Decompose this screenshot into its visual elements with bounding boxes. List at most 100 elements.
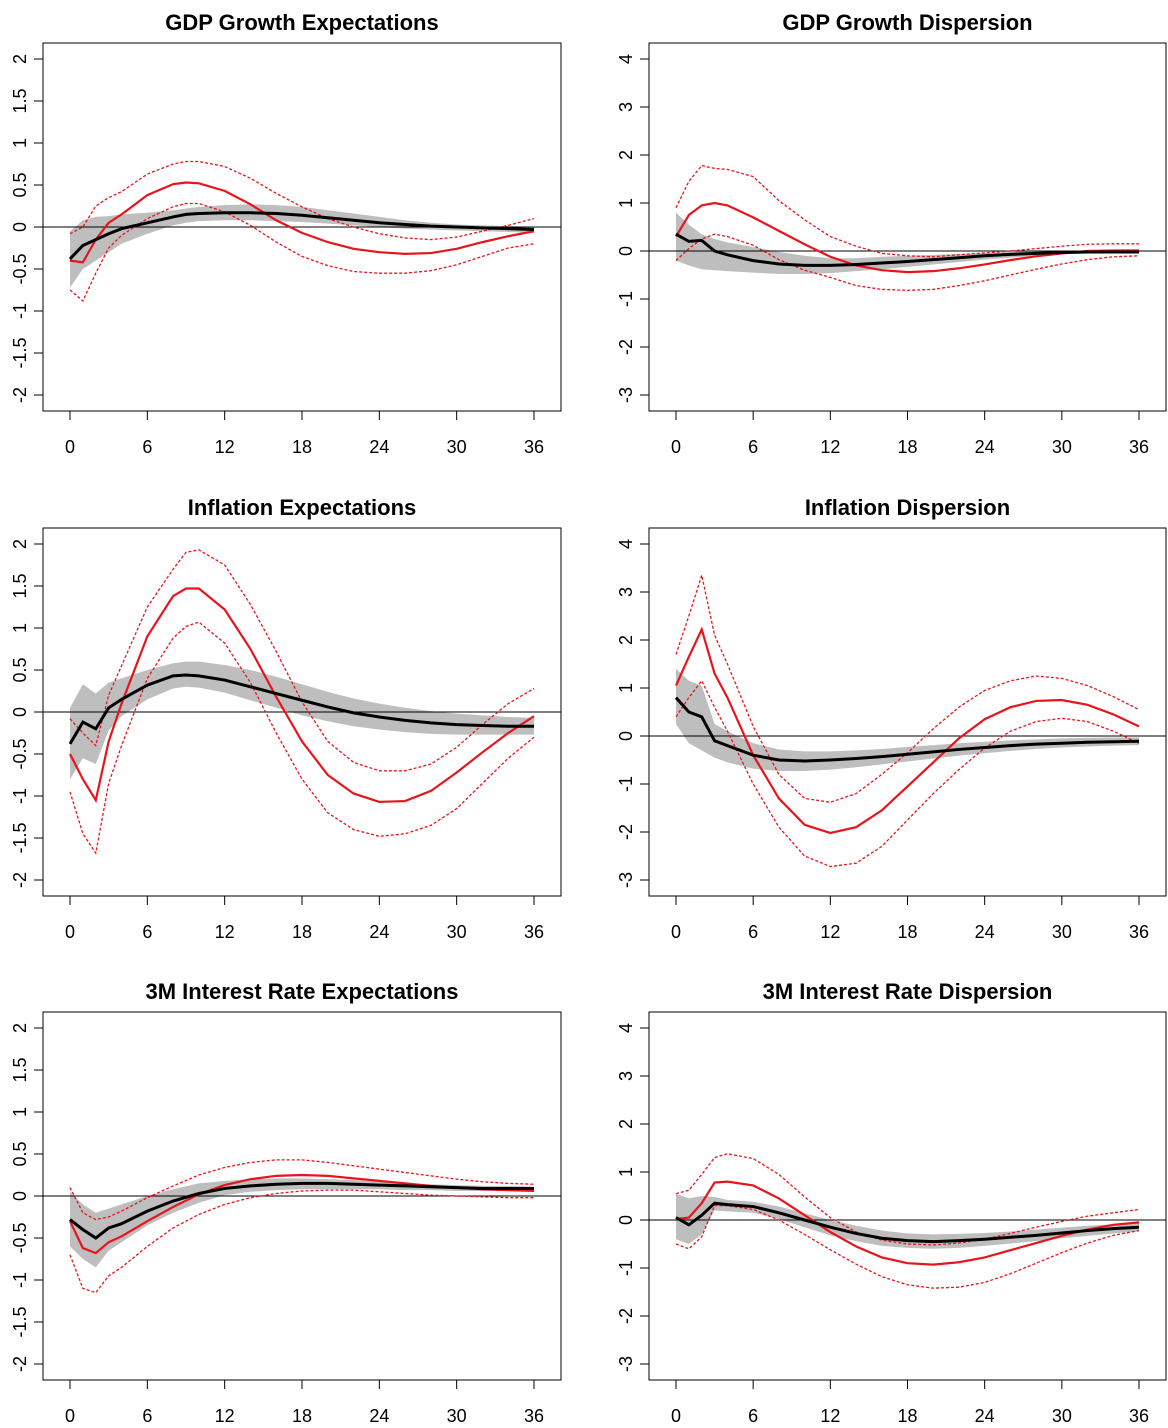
y-tick-label: 0.5 [10,1141,30,1166]
x-tick-label: 12 [820,1406,840,1426]
y-tick-label: -2 [10,872,30,888]
y-tick-label: -0.5 [10,253,30,284]
y-tick-label: -1.5 [10,337,30,368]
x-tick-label: 36 [524,437,544,457]
x-tick-label: 6 [142,437,152,457]
confidence-band-gray [70,1178,534,1268]
y-tick-label: -2 [10,387,30,403]
y-tick-label: 2 [10,54,30,64]
black-response-line [675,232,1139,267]
panel-title: GDP Growth Dispersion [782,10,1032,35]
red-band-lower [69,1189,534,1294]
plot-frame [648,1011,1167,1381]
x-tick-label: 6 [142,1406,152,1426]
y-tick-label: 0 [616,731,636,741]
plot-frame [648,42,1167,412]
x-tick-label: 36 [524,922,544,942]
x-tick-label: 24 [975,437,995,457]
y-tick-label: 4 [616,1023,636,1033]
black-response-line [674,696,1140,763]
y-tick-label: 1.5 [10,573,30,598]
x-tick-label: 0 [671,1406,681,1426]
y-tick-label: 1 [616,198,636,208]
panel-title: Inflation Dispersion [805,495,1010,520]
red-band-lower [675,1204,1140,1289]
y-tick-label: -1.5 [10,1306,30,1337]
x-tick-label: 36 [524,1406,544,1426]
x-tick-label: 24 [369,922,389,942]
y-tick-label: 2 [616,1119,636,1129]
panel-title: Inflation Expectations [188,495,417,520]
y-tick-label: -0.5 [10,738,30,769]
red-response-line [674,626,1140,835]
x-tick-label: 18 [897,922,917,942]
y-tick-label: -1.5 [10,822,30,853]
y-tick-label: -1 [616,776,636,792]
y-tick-label: -2 [616,339,636,355]
x-tick-label: 30 [447,1406,467,1426]
y-tick-label: -1 [616,291,636,307]
y-tick-label: 0 [10,222,30,232]
confidence-band-gray [676,212,1139,275]
panel-title: 3M Interest Rate Expectations [146,979,459,1004]
x-tick-label: 6 [748,922,758,942]
x-tick-label: 30 [1052,437,1072,457]
y-tick-label: 1.5 [10,1057,30,1082]
y-tick-label: -1 [616,1260,636,1276]
y-tick-label: 3 [616,1071,636,1081]
x-tick-label: 6 [142,922,152,942]
red-band-lower [675,679,1140,868]
x-tick-label: 6 [748,1406,758,1426]
y-tick-label: -3 [616,387,636,403]
black-response-line [675,1201,1140,1244]
y-tick-label: -3 [616,872,636,888]
red-band-upper [69,160,535,241]
y-tick-label: 2 [616,635,636,645]
y-tick-label: -0.5 [10,1222,30,1253]
x-tick-label: 12 [820,922,840,942]
x-tick-label: 30 [1052,1406,1072,1426]
x-tick-label: 12 [215,1406,235,1426]
black-response-line [68,211,535,260]
x-tick-label: 0 [671,437,681,457]
black-response-line [68,673,534,745]
x-tick-label: 30 [447,922,467,942]
y-tick-label: 1 [10,623,30,633]
x-tick-label: 36 [1129,922,1149,942]
y-tick-label: 4 [616,54,636,64]
panel-title: GDP Growth Expectations [165,10,438,35]
red-band-upper [69,549,535,772]
y-tick-label: 4 [616,539,636,549]
y-tick-label: 1.5 [10,88,30,113]
x-tick-label: 12 [820,437,840,457]
y-tick-label: 0 [10,1191,30,1201]
x-tick-label: 30 [447,437,467,457]
panel-title: 3M Interest Rate Dispersion [763,979,1053,1004]
x-tick-label: 6 [748,437,758,457]
red-band-upper [675,1153,1140,1246]
x-tick-label: 24 [975,922,995,942]
x-tick-label: 24 [369,1406,389,1426]
y-tick-label: -1 [10,788,30,804]
y-tick-label: 0.5 [10,657,30,682]
x-tick-label: 12 [215,437,235,457]
y-tick-label: 3 [616,587,636,597]
x-tick-label: 24 [369,437,389,457]
y-tick-label: -2 [10,1356,30,1372]
red-response-line [69,587,535,804]
x-tick-label: 30 [1052,922,1072,942]
black-response-line [69,1181,534,1240]
y-tick-label: 2 [10,539,30,549]
x-tick-label: 0 [65,1406,75,1426]
x-tick-label: 0 [65,922,75,942]
red-response-line [675,1180,1140,1266]
plot-frame [648,527,1167,897]
y-tick-label: 1 [10,138,30,148]
y-tick-label: 0 [10,707,30,717]
